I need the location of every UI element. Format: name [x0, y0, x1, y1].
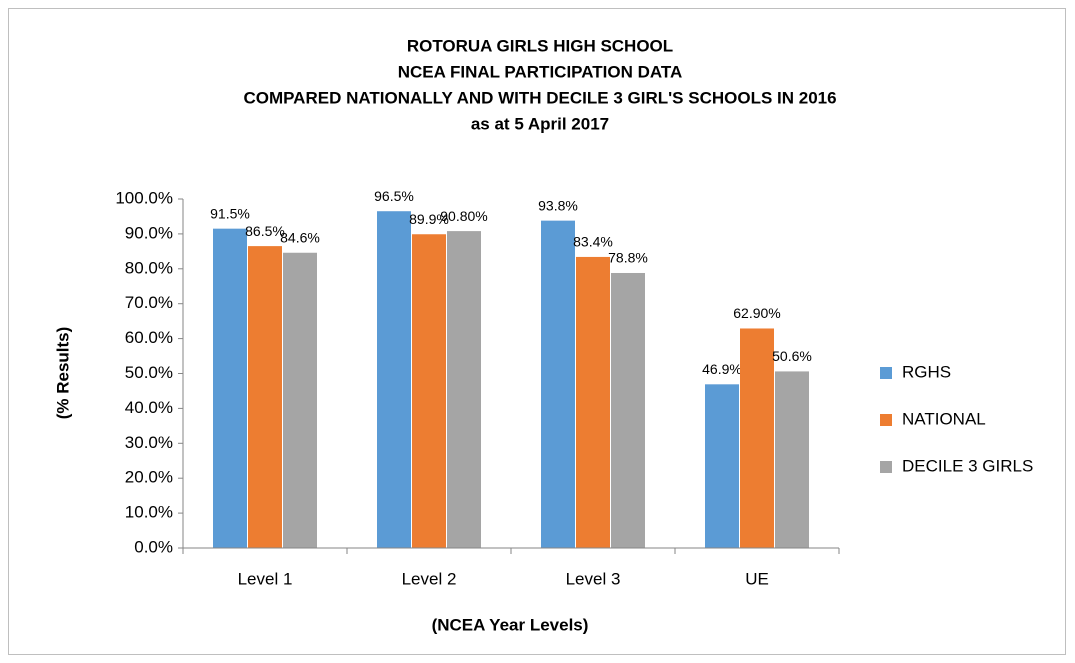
y-tick-label: 50.0% — [125, 363, 173, 382]
legend-label: NATIONAL — [902, 409, 986, 428]
chart-title: COMPARED NATIONALLY AND WITH DECILE 3 GI… — [243, 88, 836, 107]
chart-title: ROTORUA GIRLS HIGH SCHOOL — [407, 36, 673, 55]
data-label: 50.6% — [772, 348, 812, 364]
x-tick-label: UE — [745, 569, 769, 588]
data-label: 90.80% — [440, 208, 487, 224]
y-axis-label: (% Results) — [53, 327, 72, 420]
data-label: 78.8% — [608, 250, 648, 266]
y-tick-label: 70.0% — [125, 293, 173, 312]
bar — [412, 234, 446, 548]
bar — [775, 371, 809, 548]
data-label: 89.9% — [409, 211, 449, 227]
chart-border — [8, 8, 1066, 655]
bar — [740, 328, 774, 548]
data-label: 93.8% — [538, 197, 578, 213]
data-label: 91.5% — [210, 205, 250, 221]
y-tick-label: 80.0% — [125, 258, 173, 277]
data-label: 62.90% — [733, 305, 780, 321]
data-label: 86.5% — [245, 223, 285, 239]
data-label: 84.6% — [280, 229, 320, 245]
bar — [611, 272, 645, 548]
bar — [377, 211, 411, 548]
data-label: 83.4% — [573, 234, 613, 250]
legend-swatch — [880, 367, 892, 379]
y-tick-label: 60.0% — [125, 328, 173, 347]
y-tick-label: 100.0% — [115, 188, 173, 207]
legend-label: RGHS — [902, 362, 951, 381]
bar — [283, 252, 317, 548]
bar — [576, 256, 610, 548]
legend-swatch — [880, 414, 892, 426]
x-tick-label: Level 3 — [566, 569, 621, 588]
x-tick-label: Level 2 — [402, 569, 457, 588]
y-tick-label: 10.0% — [125, 503, 173, 522]
x-tick-label: Level 1 — [238, 569, 293, 588]
y-tick-label: 20.0% — [125, 468, 173, 487]
chart-title: as at 5 April 2017 — [471, 114, 609, 133]
y-tick-label: 30.0% — [125, 433, 173, 452]
bar — [705, 384, 739, 548]
chart-title: NCEA FINAL PARTICIPATION DATA — [398, 62, 683, 81]
legend-swatch — [880, 461, 892, 473]
x-axis-label: (NCEA Year Levels) — [432, 615, 589, 634]
y-tick-label: 90.0% — [125, 223, 173, 242]
bar — [541, 220, 575, 548]
bar — [213, 228, 247, 549]
bar — [248, 246, 282, 549]
bar — [447, 231, 481, 548]
y-tick-label: 40.0% — [125, 398, 173, 417]
data-label: 96.5% — [374, 188, 414, 204]
y-tick-label: 0.0% — [134, 537, 173, 556]
data-label: 46.9% — [702, 361, 742, 377]
legend-label: DECILE 3 GIRLS — [902, 456, 1033, 475]
